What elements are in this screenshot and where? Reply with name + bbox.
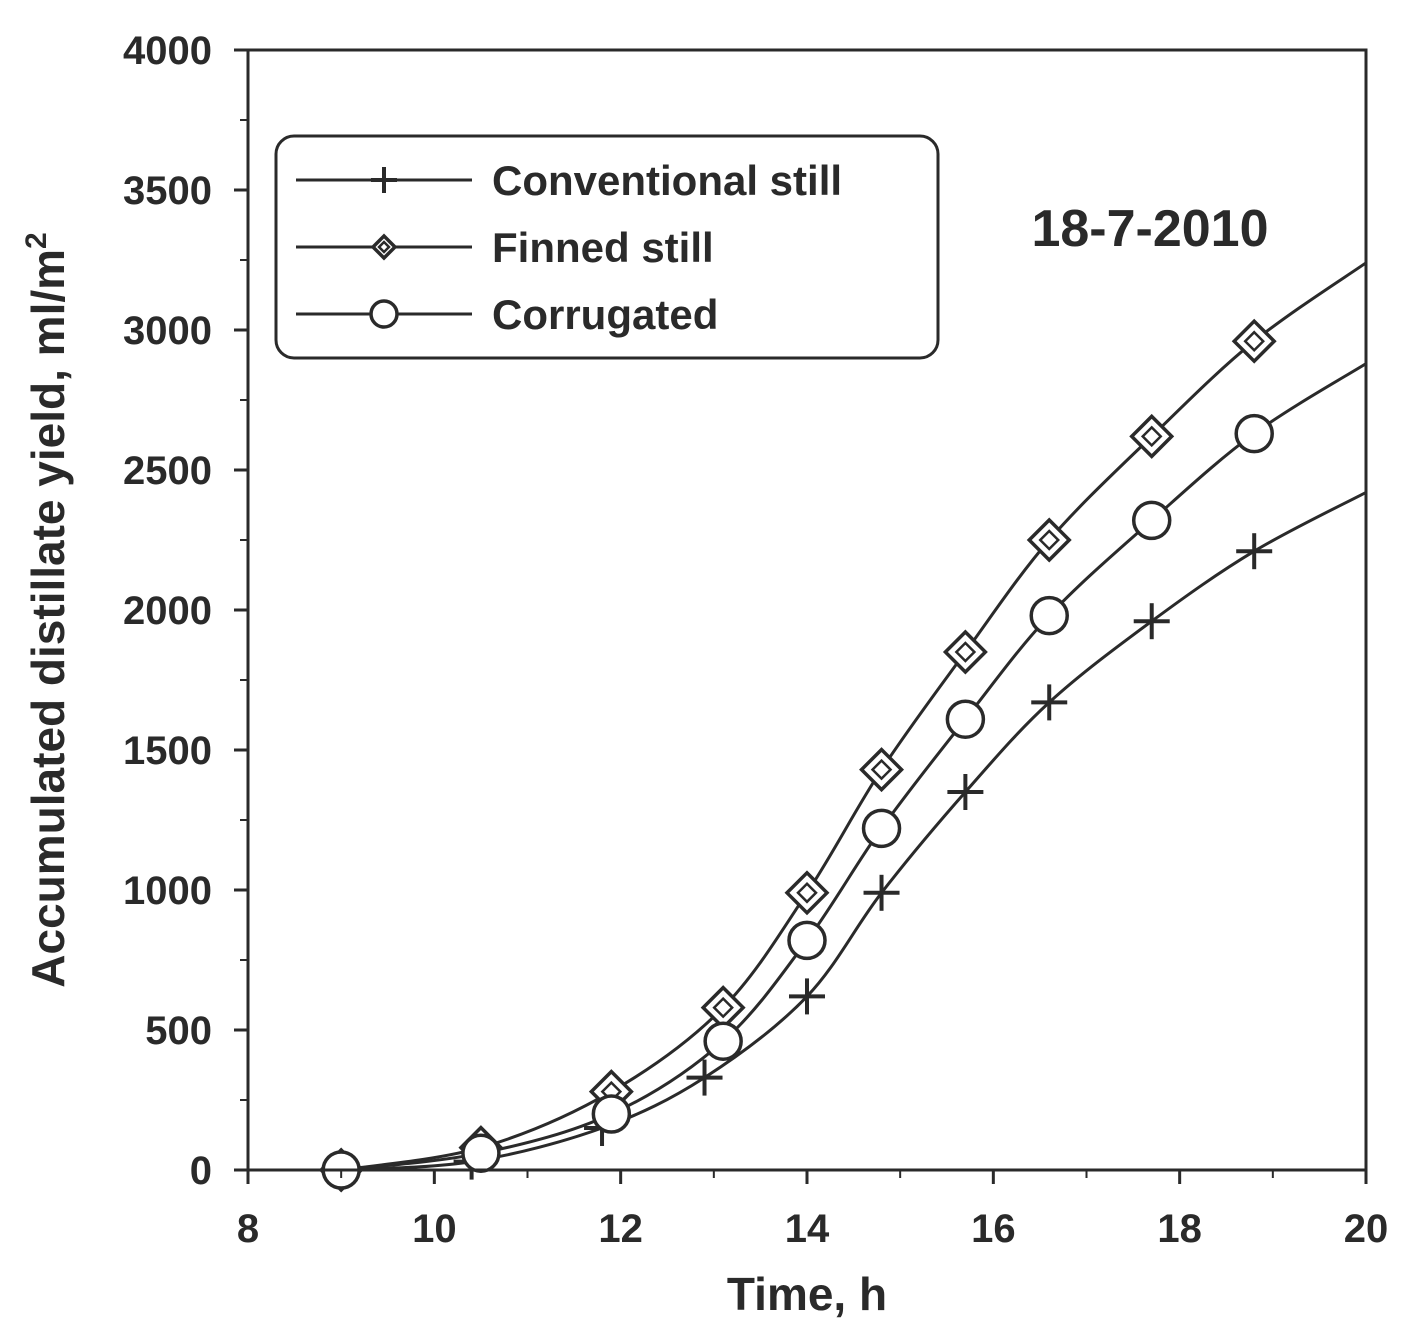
circle-marker [861, 808, 902, 849]
circle-marker [591, 1094, 632, 1134]
legend-label: Corrugated [492, 291, 718, 338]
x-tick-label: 16 [971, 1207, 1016, 1251]
legend-box [274, 134, 940, 360]
diamond-marker [1231, 318, 1277, 364]
legend-item: Finned still [296, 224, 714, 271]
series-diamond [318, 261, 1367, 1193]
diamond-marker-inner [796, 882, 818, 904]
diamond-marker-inner [712, 996, 734, 1019]
y-axis-title: Accumulated distillate yield, ml/m2 [20, 232, 74, 987]
diamond-marker-outer [784, 870, 830, 916]
x-tick-label: 14 [785, 1207, 830, 1251]
x-tick-label: 10 [412, 1207, 457, 1251]
x-tick-label: 12 [598, 1207, 643, 1251]
series-line [340, 261, 1367, 1172]
date-annotation: 18-7-2010 [1031, 200, 1268, 258]
diamond-marker [1129, 413, 1175, 459]
y-tick-label: 0 [190, 1149, 212, 1193]
y-tick-label: 1000 [123, 869, 212, 913]
diamond-marker-outer [370, 233, 398, 261]
y-tick-label: 2500 [123, 449, 212, 493]
diamond-marker-inner [377, 240, 391, 254]
diamond-marker-inner [954, 641, 977, 663]
series-plus [323, 491, 1367, 1188]
diamond-marker [784, 870, 830, 916]
circle-marker [1234, 413, 1274, 454]
circle-marker [787, 920, 827, 961]
diamond-marker-inner [1038, 529, 1061, 551]
circle-marker [1131, 500, 1172, 541]
plus-marker [371, 167, 397, 193]
y-tick-label: 500 [145, 1009, 212, 1053]
y-axis-title-superscript: 2 [20, 232, 53, 249]
diamond-marker [859, 747, 905, 793]
x-tick-label: 20 [1344, 1207, 1389, 1251]
x-axis-title: Time, h [727, 1268, 887, 1320]
series-line [340, 362, 1367, 1172]
diamond-marker-outer [942, 629, 988, 675]
diamond-marker-outer [1026, 517, 1072, 563]
plus-marker [686, 1059, 723, 1096]
y-axis-title-text: Accumulated distillate yield, ml/m [22, 249, 74, 988]
series-circle [321, 362, 1367, 1190]
plus-marker [789, 978, 825, 1015]
diamond-marker-inner [870, 758, 893, 781]
y-tick-label: 2000 [123, 589, 212, 633]
legend-label: Conventional still [492, 157, 842, 204]
circle-marker [1029, 595, 1069, 636]
plus-marker [947, 774, 984, 810]
diamond-marker-outer [859, 747, 905, 793]
circle-marker [703, 1021, 743, 1061]
diamond-marker [942, 629, 988, 675]
y-tick-label: 3500 [123, 169, 212, 213]
plus-marker [1031, 684, 1068, 721]
circle-marker [461, 1133, 501, 1173]
diamond-marker [370, 233, 398, 261]
diamond-marker [1026, 517, 1072, 563]
legend-item: Conventional still [296, 157, 842, 204]
series-line [341, 491, 1367, 1172]
diamond-marker-inner [1140, 425, 1163, 448]
y-tick-label: 3000 [123, 309, 212, 353]
plot-area [318, 261, 1367, 1193]
legend-label: Finned still [492, 224, 714, 271]
x-tick-label: 8 [237, 1207, 259, 1251]
y-tick-label: 1500 [123, 729, 212, 773]
diamond-marker-inner [1243, 330, 1265, 352]
axes: 8 10 12 14 16 18 20 0 500 1000 1500 2000 2500 3000 350… [20, 29, 1388, 1320]
plus-marker [863, 874, 900, 911]
plus-marker [1236, 533, 1273, 570]
x-tick-label: 18 [1157, 1207, 1202, 1251]
y-tick-label: 4000 [123, 29, 212, 73]
plus-marker [1133, 603, 1170, 640]
diamond-marker-outer [1231, 318, 1277, 364]
circle-marker [945, 699, 986, 739]
circle-marker [369, 299, 399, 329]
legend: Conventional still Finned still Corrugated [274, 134, 940, 360]
diamond-marker-outer [1129, 413, 1175, 459]
legend-item: Corrugated [296, 291, 718, 338]
